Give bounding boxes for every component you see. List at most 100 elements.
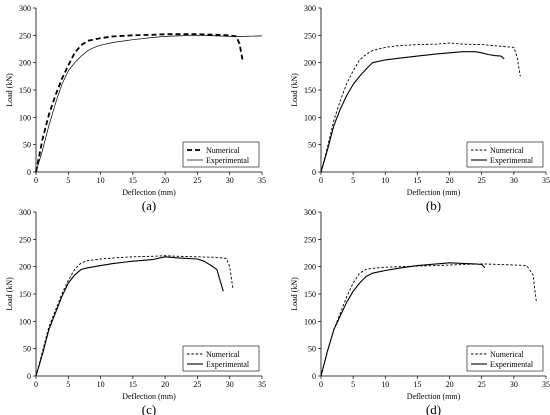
panel-label: (a) bbox=[142, 198, 156, 213]
x-tick-label-30: 30 bbox=[510, 176, 518, 185]
y-tick-label-150: 150 bbox=[19, 86, 31, 95]
x-tick-label-10: 10 bbox=[97, 380, 105, 389]
x-tick-label-0: 0 bbox=[34, 380, 38, 389]
y-ticks: 0 50 100 150 200 250 300 bbox=[19, 208, 36, 381]
x-tick-label-35: 35 bbox=[542, 380, 550, 389]
x-ticks: 0 5 10 15 20 25 30 35 bbox=[319, 376, 550, 389]
y-tick-label-250: 250 bbox=[19, 31, 31, 40]
legend-box bbox=[466, 345, 544, 372]
legend: Numerical Experimental bbox=[182, 345, 260, 372]
y-tick-label-200: 200 bbox=[304, 263, 316, 272]
x-tick-label-15: 15 bbox=[413, 380, 421, 389]
legend-box bbox=[182, 141, 260, 168]
panel-label: (d) bbox=[426, 402, 441, 415]
panel-a: 0 50 100 150 200 250 300 0 5 10 15 20 25 30 35 Load (… bbox=[5, 4, 266, 213]
y-axis-title: Load (kN) bbox=[290, 73, 299, 107]
x-tick-label-25: 25 bbox=[193, 380, 201, 389]
legend-label-experimental: Experimental bbox=[490, 156, 534, 165]
y-tick-label-200: 200 bbox=[304, 59, 316, 68]
x-tick-label-0: 0 bbox=[34, 176, 38, 185]
series-line-experimental bbox=[35, 34, 263, 173]
legend-box bbox=[466, 141, 544, 168]
y-tick-label-250: 250 bbox=[304, 31, 316, 40]
series-group bbox=[320, 42, 521, 173]
y-tick-label-0: 0 bbox=[312, 372, 316, 381]
x-tick-label-20: 20 bbox=[161, 176, 169, 185]
series-line-experimental bbox=[320, 51, 505, 173]
x-ticks: 0 5 10 15 20 25 30 35 bbox=[34, 376, 266, 389]
y-tick-label-50: 50 bbox=[308, 345, 316, 354]
x-tick-label-5: 5 bbox=[351, 380, 355, 389]
y-tick-label-0: 0 bbox=[27, 168, 31, 177]
x-axis-title: Deflection (mm) bbox=[122, 392, 176, 401]
y-tick-label-100: 100 bbox=[304, 113, 316, 122]
y-tick-label-300: 300 bbox=[304, 4, 316, 13]
x-tick-label-15: 15 bbox=[129, 176, 137, 185]
y-ticks: 0 50 100 150 200 250 300 bbox=[19, 4, 36, 177]
x-tick-label-0: 0 bbox=[319, 380, 323, 389]
y-tick-label-200: 200 bbox=[19, 263, 31, 272]
y-tick-label-300: 300 bbox=[19, 208, 31, 217]
series-group bbox=[35, 255, 234, 377]
y-tick-label-300: 300 bbox=[19, 4, 31, 13]
x-tick-label-25: 25 bbox=[193, 176, 201, 185]
x-tick-label-35: 35 bbox=[258, 380, 266, 389]
x-tick-label-25: 25 bbox=[478, 380, 486, 389]
y-tick-label-250: 250 bbox=[19, 235, 31, 244]
legend-label-experimental: Experimental bbox=[206, 360, 250, 369]
legend-label-experimental: Experimental bbox=[206, 156, 250, 165]
y-tick-label-50: 50 bbox=[308, 141, 316, 150]
x-tick-label-5: 5 bbox=[66, 176, 70, 185]
y-tick-label-300: 300 bbox=[304, 208, 316, 217]
x-axis-title: Deflection (mm) bbox=[122, 188, 176, 197]
x-tick-label-0: 0 bbox=[319, 176, 323, 185]
series-line-experimental bbox=[320, 262, 486, 377]
legend: Numerical Experimental bbox=[466, 141, 544, 168]
legend-label-numerical: Numerical bbox=[490, 350, 525, 359]
x-tick-label-15: 15 bbox=[129, 380, 137, 389]
x-tick-label-10: 10 bbox=[381, 176, 389, 185]
x-tick-label-10: 10 bbox=[97, 176, 105, 185]
y-tick-label-100: 100 bbox=[19, 113, 31, 122]
x-tick-label-30: 30 bbox=[226, 380, 234, 389]
series-line-numerical bbox=[35, 255, 234, 377]
x-tick-label-35: 35 bbox=[542, 176, 550, 185]
y-tick-label-250: 250 bbox=[304, 235, 316, 244]
legend-label-numerical: Numerical bbox=[490, 146, 525, 155]
legend-label-numerical: Numerical bbox=[206, 146, 241, 155]
legend: Numerical Experimental bbox=[182, 141, 260, 168]
y-tick-label-150: 150 bbox=[304, 86, 316, 95]
panel-c: 0 50 100 150 200 250 300 0 5 10 15 20 25 30 35 Load (… bbox=[5, 208, 266, 415]
x-tick-label-20: 20 bbox=[446, 380, 454, 389]
y-tick-label-0: 0 bbox=[312, 168, 316, 177]
y-ticks: 0 50 100 150 200 250 300 bbox=[304, 208, 321, 381]
x-tick-label-5: 5 bbox=[351, 176, 355, 185]
x-ticks: 0 5 10 15 20 25 30 35 bbox=[319, 172, 550, 185]
x-axis-title: Deflection (mm) bbox=[407, 392, 461, 401]
y-tick-label-100: 100 bbox=[19, 317, 31, 326]
x-tick-label-35: 35 bbox=[258, 176, 266, 185]
series-group bbox=[35, 33, 263, 173]
panel-b: 0 50 100 150 200 250 300 0 5 10 15 20 25 30 35 Load (… bbox=[290, 4, 550, 213]
panel-label: (b) bbox=[426, 198, 441, 213]
panel-d: 0 50 100 150 200 250 300 0 5 10 15 20 25 30 35 Load (… bbox=[290, 208, 550, 415]
series-line-experimental bbox=[35, 256, 224, 377]
x-ticks: 0 5 10 15 20 25 30 35 bbox=[34, 172, 266, 185]
x-tick-label-20: 20 bbox=[161, 380, 169, 389]
legend-label-numerical: Numerical bbox=[206, 350, 241, 359]
x-tick-label-20: 20 bbox=[446, 176, 454, 185]
x-tick-label-30: 30 bbox=[510, 380, 518, 389]
y-axis-title: Load (kN) bbox=[5, 277, 14, 311]
panel-label: (c) bbox=[142, 402, 156, 415]
y-axis-title: Load (kN) bbox=[290, 277, 299, 311]
y-tick-label-0: 0 bbox=[27, 372, 31, 381]
y-axis-title: Load (kN) bbox=[5, 73, 14, 107]
series-line-numerical bbox=[35, 33, 244, 173]
x-tick-label-30: 30 bbox=[226, 176, 234, 185]
x-tick-label-5: 5 bbox=[66, 380, 70, 389]
y-tick-label-150: 150 bbox=[304, 290, 316, 299]
x-axis-title: Deflection (mm) bbox=[407, 188, 461, 197]
x-tick-label-10: 10 bbox=[381, 380, 389, 389]
